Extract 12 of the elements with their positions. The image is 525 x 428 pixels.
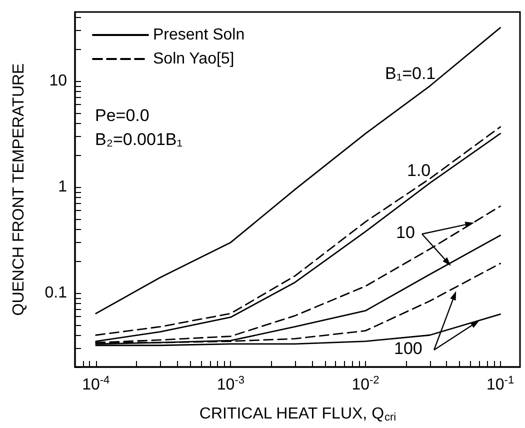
annotation: Pe=0.0 xyxy=(95,106,150,125)
y-tick-label: 0.1 xyxy=(44,284,68,302)
y-axis-title: QUENCH FRONT TEMPERATURE xyxy=(10,63,28,316)
annotation: 10 xyxy=(396,223,415,242)
legend-label: Soln Yao[5] xyxy=(153,50,234,68)
annotation: B₁=0.1 xyxy=(385,64,436,83)
annotation: B₂=0.001B₁ xyxy=(95,130,183,149)
legend-label: Present Soln xyxy=(153,26,245,44)
y-tick-label: 10 xyxy=(49,72,68,90)
annotation: 100 xyxy=(394,339,422,358)
annotation: 1.0 xyxy=(407,161,431,180)
y-tick-label: 1 xyxy=(58,178,68,196)
